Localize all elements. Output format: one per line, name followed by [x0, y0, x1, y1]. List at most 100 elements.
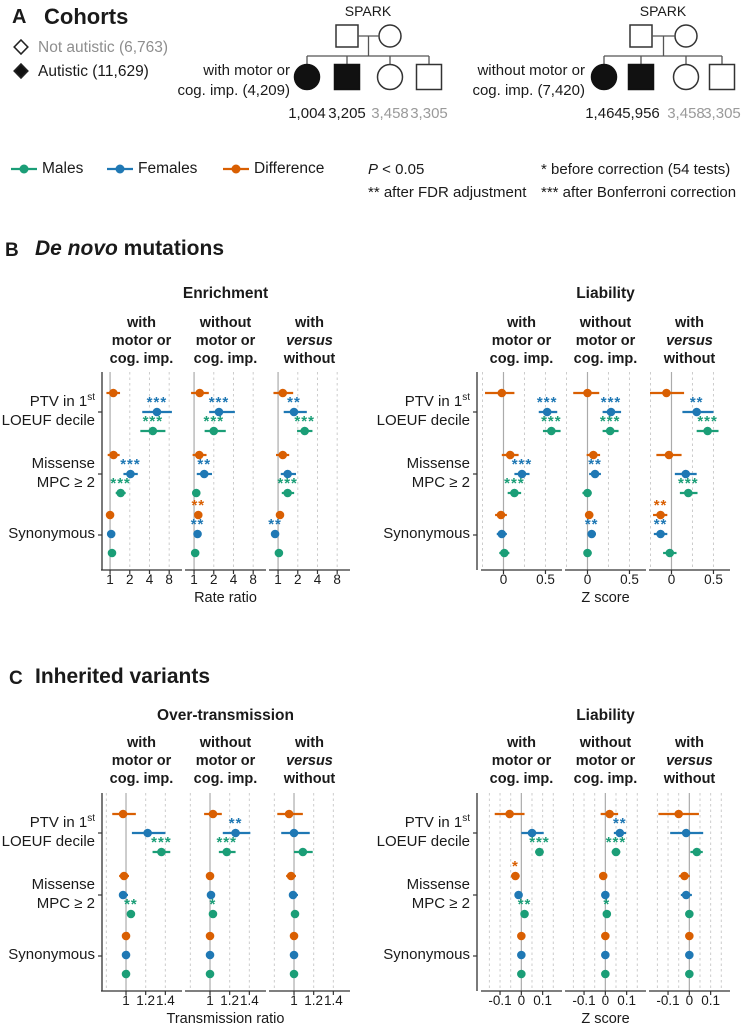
- column-header: cog. imp.: [574, 351, 638, 367]
- significance-stars: **: [585, 516, 599, 533]
- point-males: [685, 909, 694, 919]
- x-tick-label: 0: [518, 993, 526, 1008]
- pedigree-group-label: with motor or: [202, 62, 290, 79]
- point-females: [214, 407, 224, 417]
- point-difference: [497, 388, 507, 398]
- x-tick-label: 0: [668, 572, 676, 587]
- row-label: Missense: [407, 876, 470, 893]
- pedigree-count: 1,004: [288, 105, 326, 122]
- significance-stars: ***: [600, 413, 621, 430]
- column-header: without: [579, 735, 632, 751]
- point-females: [514, 890, 523, 900]
- point-males: [121, 969, 131, 979]
- unaffected-female-symbol: [376, 63, 404, 91]
- point-difference: [583, 388, 592, 398]
- point-males: [208, 909, 218, 919]
- significance-stars: ***: [294, 413, 315, 430]
- point-difference: [598, 871, 608, 881]
- point-difference: [589, 450, 598, 460]
- point-difference: [289, 931, 299, 941]
- x-tick-label: 1.2: [136, 993, 155, 1008]
- plot-title: Enrichment: [183, 285, 268, 302]
- point-males: [148, 426, 158, 436]
- column-header: cog. imp.: [110, 351, 174, 367]
- x-tick-label: 0.1: [617, 993, 636, 1008]
- point-females: [206, 890, 216, 900]
- point-males: [300, 426, 309, 436]
- row-label: PTV in 1st: [30, 392, 96, 410]
- point-difference: [601, 931, 610, 941]
- significance-stars: ***: [601, 394, 622, 411]
- column-header: cog. imp.: [194, 351, 258, 367]
- point-females: [126, 469, 135, 479]
- pedigree-group-label: cog. imp. (7,420): [472, 82, 585, 99]
- point-females: [118, 890, 128, 900]
- significance-stars: **: [268, 516, 282, 533]
- point-males: [191, 488, 201, 498]
- bonferroni-note: *** after Bonferroni correction: [541, 184, 737, 201]
- point-males: [683, 488, 693, 498]
- point-females: [685, 950, 694, 960]
- autistic-diamond-icon: [13, 62, 29, 80]
- significance-stars: **: [654, 497, 668, 514]
- row-label: Missense: [32, 876, 95, 893]
- column-header: with: [674, 735, 704, 751]
- column-header: motor or: [576, 753, 636, 769]
- point-difference: [205, 871, 215, 881]
- column-header: versus: [286, 333, 333, 349]
- row-label: PTV in 1st: [405, 813, 471, 831]
- x-tick-label: 2: [210, 572, 218, 587]
- males-series-icon: [11, 164, 37, 174]
- significance-stars: **: [613, 815, 627, 832]
- x-axis-title: Transmission ratio: [167, 1011, 285, 1027]
- panel-a-label: A: [12, 6, 27, 28]
- point-males: [602, 909, 612, 919]
- significance-stars: ***: [277, 475, 298, 492]
- affected-male-symbol: [333, 63, 361, 91]
- point-males: [116, 488, 125, 498]
- point-females: [152, 407, 162, 417]
- column-header: cog. imp.: [110, 771, 174, 787]
- point-females: [121, 950, 131, 960]
- column-header: cog. imp.: [490, 771, 554, 787]
- point-females: [517, 950, 526, 960]
- x-tick-label: 0: [500, 572, 508, 587]
- panel-b-title: De novo mutations: [35, 237, 225, 260]
- point-difference: [605, 809, 614, 819]
- point-males: [209, 426, 219, 436]
- significance-stars: ***: [606, 834, 627, 851]
- significance-stars: ***: [512, 456, 533, 473]
- row-label: MPC ≥ 2: [37, 895, 95, 912]
- point-males: [107, 548, 117, 558]
- panel-a-title: Cohorts: [44, 4, 129, 29]
- point-males: [703, 426, 712, 436]
- row-label: PTV in 1st: [405, 392, 471, 410]
- x-tick-label: 8: [249, 572, 257, 587]
- column-header: without: [663, 351, 716, 367]
- point-males: [222, 847, 232, 857]
- point-difference: [584, 510, 594, 520]
- point-males: [290, 909, 300, 919]
- row-label: MPC ≥ 2: [412, 474, 470, 491]
- significance-stars: **: [124, 896, 138, 913]
- point-difference: [109, 450, 118, 460]
- point-difference: [278, 388, 288, 398]
- point-difference: [278, 450, 288, 460]
- point-difference: [108, 388, 118, 398]
- point-difference: [674, 809, 683, 819]
- x-tick-label: 0.5: [536, 572, 555, 587]
- not-autistic-diamond-icon: [13, 38, 29, 56]
- point-males: [685, 969, 694, 979]
- point-males: [520, 909, 529, 919]
- point-difference: [121, 931, 131, 941]
- x-tick-label: 0.5: [620, 572, 639, 587]
- mother-symbol: [378, 24, 402, 48]
- point-females: [587, 529, 596, 539]
- significance-stars: **: [690, 394, 704, 411]
- point-females: [143, 828, 152, 838]
- row-label: Synonymous: [383, 946, 470, 963]
- point-difference: [193, 510, 203, 520]
- significance-stars: ***: [678, 475, 699, 492]
- x-axis-title: Z score: [581, 1011, 629, 1027]
